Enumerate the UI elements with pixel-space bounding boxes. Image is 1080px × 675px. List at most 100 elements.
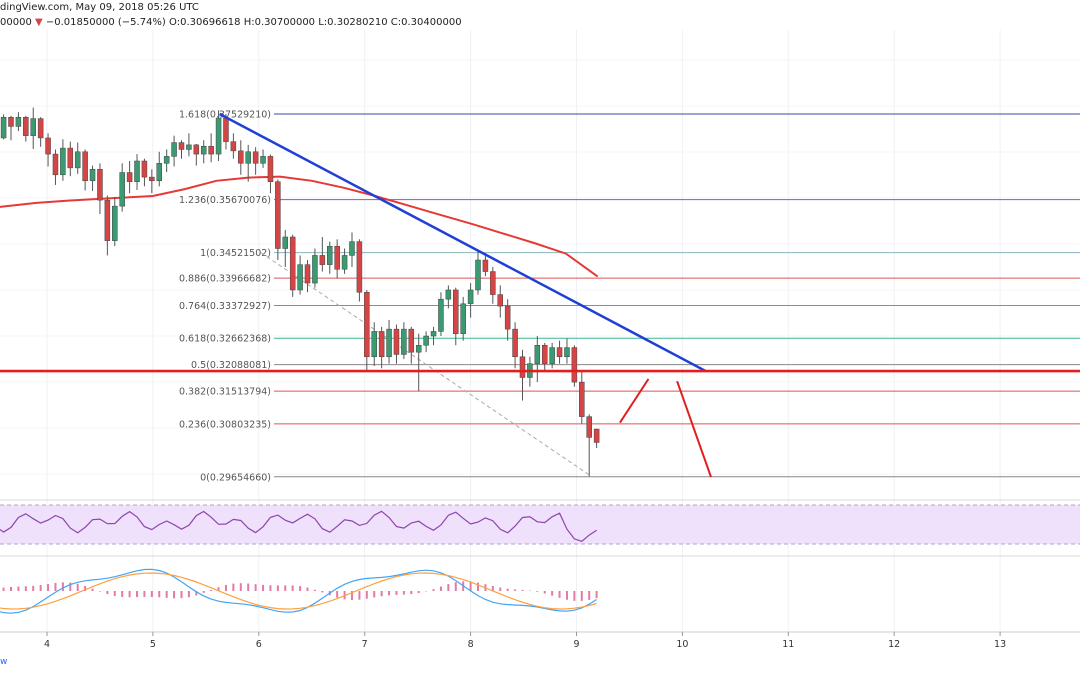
candle-body — [245, 151, 251, 164]
candle-body — [171, 142, 177, 157]
fib-label: 0.236(0.30803235) — [179, 419, 271, 430]
candle-body — [74, 151, 81, 169]
candle-body — [519, 356, 526, 378]
signal-line — [0, 572, 597, 610]
fib-label: 1(0.34521502) — [200, 248, 271, 259]
x-tick-label: 10 — [676, 639, 688, 650]
rsi-line — [0, 510, 597, 542]
footer-text: w — [0, 657, 8, 667]
candle-body — [267, 156, 274, 182]
candle-body — [460, 303, 466, 334]
macd-line — [0, 568, 597, 614]
candle-body — [415, 345, 422, 353]
candle-body — [67, 147, 74, 169]
projection-down-segment — [676, 380, 712, 478]
candle-body — [23, 116, 29, 136]
candle-body — [556, 347, 563, 358]
candle-body — [37, 118, 44, 139]
candle-body — [378, 331, 385, 358]
candle-body — [297, 264, 303, 291]
candle-body — [504, 305, 511, 330]
candle-body — [327, 245, 333, 265]
fib-label: 0.764(0.33372927) — [179, 301, 271, 312]
candle-body — [512, 328, 518, 358]
candle-body — [430, 331, 437, 337]
candle-body — [104, 199, 111, 241]
candle-body — [238, 150, 244, 164]
candle-body — [334, 245, 340, 270]
candle-body — [45, 137, 51, 155]
x-tick-label: 8 — [468, 639, 474, 650]
candle-body — [364, 292, 370, 358]
footer-brand: w — [0, 657, 7, 667]
candle-body — [304, 264, 311, 284]
candle-body — [349, 241, 355, 256]
candle-body — [134, 160, 140, 182]
candle-body — [215, 117, 222, 155]
x-tick-label: 12 — [888, 639, 900, 650]
x-tick-label: 5 — [150, 639, 156, 650]
candle-body — [571, 347, 578, 383]
rsi-panel — [0, 499, 1080, 545]
x-tick-label: 13 — [994, 639, 1006, 650]
fib-label: 0(0.29654660) — [200, 472, 271, 483]
fibonacci-levels: 1.618(0.37529210) 1.236(0.35670076) 1(0.34… — [179, 110, 1080, 483]
candle-body — [593, 428, 600, 443]
projection-up-segment — [619, 378, 650, 424]
candle-body — [467, 289, 474, 305]
fib-label: 0.886(0.33966682) — [179, 274, 271, 285]
candle-body — [282, 236, 289, 249]
candle-body — [393, 328, 400, 355]
candle-body — [423, 335, 429, 346]
candles — [0, 107, 600, 477]
header-prefix: 00000 — [0, 17, 32, 28]
candle-body — [579, 381, 585, 417]
candle-body — [386, 328, 392, 358]
down-arrow-icon: ▼ — [35, 17, 43, 28]
candle-body — [541, 345, 548, 364]
candle-body — [156, 163, 163, 182]
fib-anchor-line — [260, 252, 593, 478]
grid-lines — [0, 30, 1080, 632]
candle-body — [482, 259, 489, 272]
moving-average — [0, 175, 599, 278]
chart-header-source: dingView.com, May 09, 2018 05:26 UTC — [0, 2, 199, 13]
candle-body — [275, 181, 281, 249]
candle-body — [319, 255, 326, 265]
candle-body — [30, 118, 36, 136]
x-tick-label: 11 — [782, 639, 794, 650]
trend-line-segment — [219, 112, 707, 373]
candle-body — [89, 169, 96, 182]
candle-body — [186, 144, 192, 150]
candle-body — [8, 116, 14, 127]
candle-body — [356, 241, 363, 293]
candle-body — [490, 271, 496, 295]
projection-path — [619, 378, 712, 478]
candle-body — [534, 345, 541, 364]
candle-body — [341, 255, 348, 270]
fib-label: 1.236(0.35670076) — [179, 195, 271, 206]
moving-average-line — [0, 175, 599, 278]
chart-header-ohlc: 00000 ▼ −0.01850000 (−5.74%) O:0.3069661… — [0, 17, 462, 28]
candle-body — [445, 289, 452, 300]
candle-body — [149, 176, 155, 182]
candle-body — [230, 141, 237, 152]
fib-label: 1.618(0.37529210) — [179, 110, 271, 121]
candle-body — [52, 153, 59, 176]
candle-body — [82, 151, 88, 182]
header-source-text: dingView.com, May 09, 2018 05:26 UTC — [0, 2, 199, 13]
candle-body — [208, 145, 214, 155]
candle-body — [178, 142, 185, 150]
candle-body — [193, 144, 200, 155]
fib-label: 0.618(0.32662368) — [179, 334, 271, 345]
x-axis: 4 5 6 7 8 9 10 11 12 13 — [0, 631, 1080, 650]
candle-body — [126, 172, 133, 182]
candle-body — [97, 169, 103, 201]
candle-body — [312, 255, 318, 284]
header-change: −0.01850000 (−5.74%) — [45, 17, 166, 28]
fib-label: 0.382(0.31513794) — [179, 387, 271, 398]
candle-body — [564, 347, 570, 358]
x-tick-label: 7 — [362, 639, 368, 650]
